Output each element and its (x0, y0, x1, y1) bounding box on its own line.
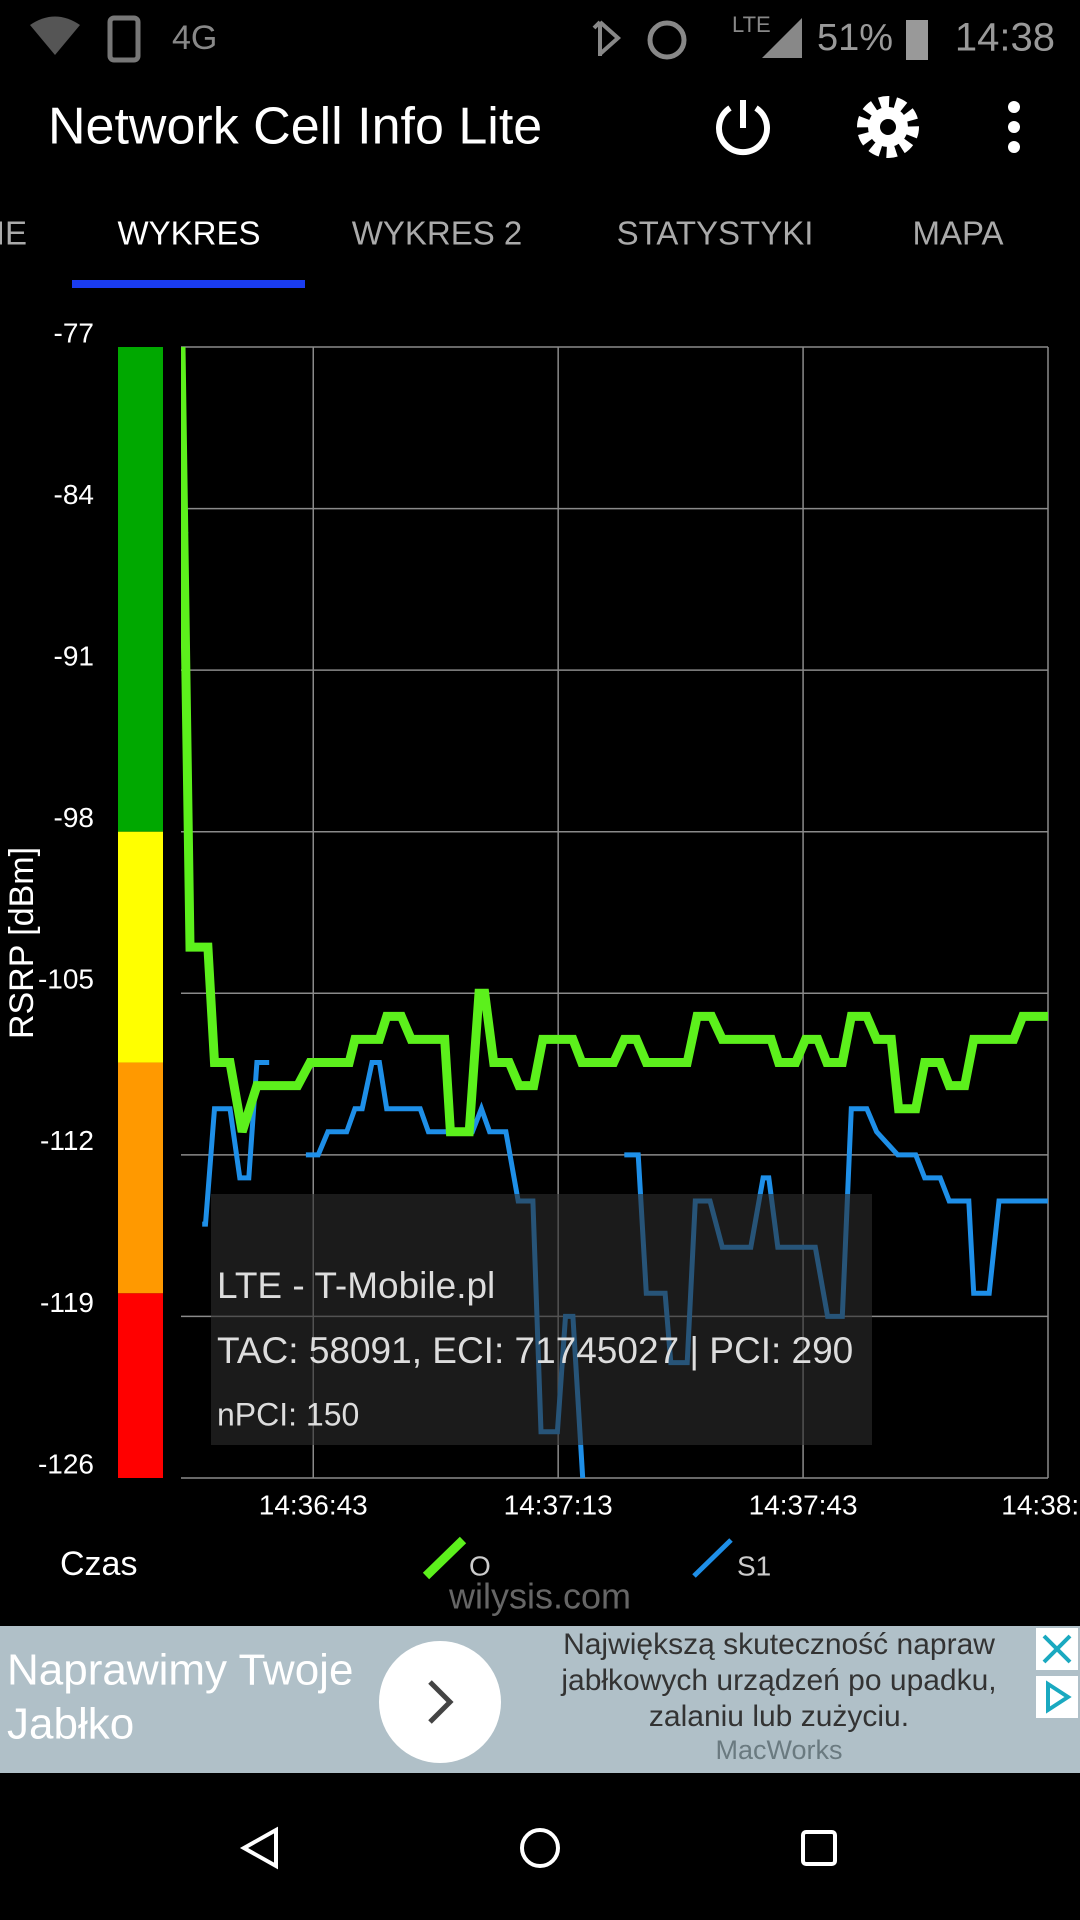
battery-icon (906, 20, 928, 60)
y-tick-label: -77 (54, 317, 94, 348)
tab-indicator (72, 280, 305, 288)
gear-hole (880, 119, 896, 135)
tab[interactable]: STATYSTYKI (617, 215, 814, 252)
gear-teeth (857, 96, 919, 158)
adchoices-icon[interactable] (1046, 1680, 1072, 1714)
y-tick-label: -105 (38, 964, 94, 995)
tab[interactable]: WYKRES (117, 215, 260, 252)
legend-swatch (692, 1538, 733, 1578)
tab-bar: IE WYKRES WYKRES 2 STATYSTYKI MAPA (0, 215, 1004, 252)
power-button[interactable] (716, 100, 770, 156)
menu-dot (1008, 101, 1020, 113)
y-tick-label: -98 (54, 802, 94, 833)
alarm-icon (647, 20, 687, 60)
series-line (181, 346, 1048, 1137)
info-line: TAC: 58091, ECI: 71745027 | PCI: 290 (217, 1330, 853, 1371)
signal-icon (762, 18, 802, 58)
battery-level: 51% (817, 17, 893, 59)
phone-icon (107, 15, 141, 63)
quality-band (118, 1293, 163, 1478)
adchoices-box (1036, 1676, 1078, 1718)
nav-bar (0, 1773, 1080, 1920)
x-tick-label: 14:36:43 (259, 1489, 368, 1520)
legend-swatch (422, 1536, 467, 1580)
ad-body: Największą skuteczność napraw (563, 1628, 995, 1661)
quality-band (118, 347, 163, 832)
y-tick-label: -84 (54, 479, 94, 510)
y-axis-label: RSRP [dBm] (3, 847, 41, 1039)
ad-banner (0, 1626, 1080, 1773)
menu-dot (1008, 141, 1020, 153)
y-tick-label: -91 (54, 641, 94, 672)
home-button[interactable] (520, 1828, 560, 1868)
watermark: wilysis.com (448, 1576, 631, 1617)
chart: -126 -119 -112 -105 -98 -91 -84 -77 14:36:43 14:3… (3, 317, 1080, 1616)
recents-button[interactable] (801, 1830, 837, 1866)
tab[interactable]: MAPA (912, 215, 1003, 252)
network-type: 4G (172, 19, 217, 57)
quality-band (118, 831, 163, 1063)
info-box (211, 1194, 872, 1445)
x-axis-label: Czas (60, 1545, 137, 1583)
ad-body: jabłkowych urządzeń po upadku, (560, 1664, 996, 1697)
wifi-icon (30, 16, 80, 55)
tab[interactable]: WYKRES 2 (352, 215, 523, 252)
legend-label: O (469, 1550, 491, 1581)
info-line: nPCI: 150 (217, 1396, 359, 1432)
x-tick-label: 14:37:43 (749, 1489, 858, 1520)
y-tick-label: -119 (40, 1287, 94, 1318)
ad-button[interactable] (379, 1641, 501, 1763)
ad-button-circle (379, 1641, 501, 1763)
lte-indicator: LTE (732, 12, 771, 37)
ad-content: Naprawimy Twoje Jabłko Największą skuteczn… (7, 1628, 997, 1765)
menu-dot (1008, 121, 1020, 133)
power-icon (716, 105, 770, 156)
ad-body: zalaniu lub zużyciu. (649, 1700, 909, 1733)
x-tick-label: 14:37:13 (504, 1489, 613, 1520)
ad-close[interactable] (1042, 1634, 1072, 1664)
back-button[interactable] (239, 1826, 278, 1870)
bluetooth-icon (592, 20, 622, 56)
info-line: LTE - T-Mobile.pl (217, 1265, 495, 1306)
x-tick-label: 14:38:1 (1001, 1489, 1080, 1520)
clock: 14:38 (955, 16, 1055, 60)
chevron (428, 1680, 454, 1724)
y-tick-label: -112 (40, 1125, 94, 1156)
ad-headline: Jabłko (7, 1700, 134, 1749)
quality-band (118, 1062, 163, 1294)
y-tick-label: -126 (38, 1448, 94, 1479)
settings-button[interactable] (857, 96, 919, 158)
overflow-menu[interactable] (1008, 101, 1020, 153)
app-title: Network Cell Info Lite (48, 98, 542, 156)
tab[interactable]: IE (0, 215, 27, 252)
ad-headline: Naprawimy Twoje (7, 1646, 353, 1695)
ad-advertiser: MacWorks (715, 1735, 842, 1765)
legend-label: S1 (737, 1550, 771, 1581)
